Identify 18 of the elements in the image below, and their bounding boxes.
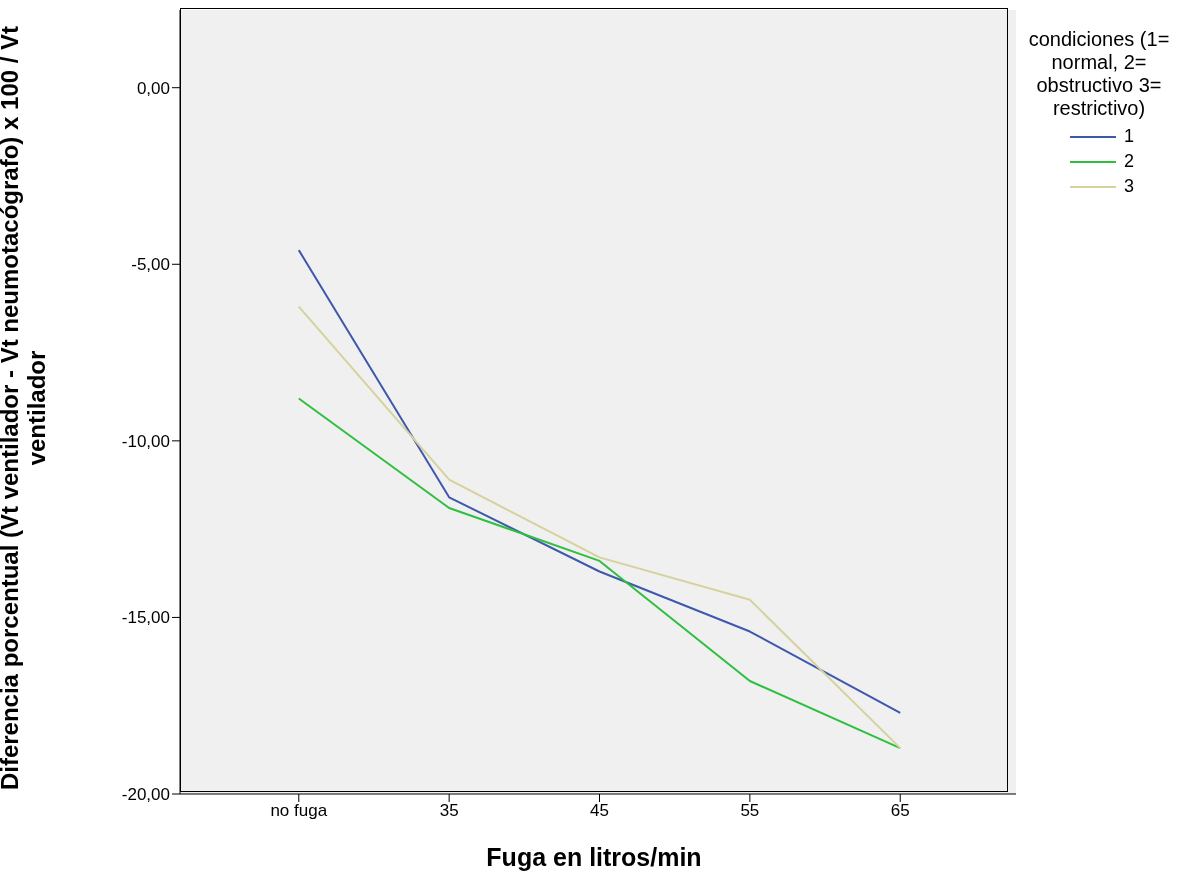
- x-tick-label: 35: [439, 801, 459, 821]
- y-tick-label: -15,00: [121, 608, 170, 628]
- y-tick-label: -5,00: [131, 255, 170, 275]
- x-axis-title: Fuga en litros/min: [485, 843, 703, 872]
- legend-label: 3: [1124, 176, 1135, 197]
- legend-label: 1: [1124, 126, 1135, 147]
- y-tick-label: 0,00: [136, 78, 170, 98]
- legend-label: 2: [1124, 151, 1135, 172]
- legend-title: condiciones (1= normal, 2= obstructivo 3= restrictivo): [1027, 28, 1171, 120]
- line-series: [297, 249, 902, 714]
- y-axis-title: Diferencia porcentual (Vt ventilador - Vt neumotacógrafo) x 100 / Vt ventilador: [0, 24, 51, 793]
- x-tick-label: 45: [590, 801, 609, 821]
- x-tick-label: no fuga: [270, 801, 328, 821]
- line-series: [297, 305, 902, 750]
- y-tick-label: -10,00: [121, 431, 170, 451]
- x-tick-label: 55: [740, 801, 760, 821]
- x-tick-label: 65: [890, 801, 910, 821]
- y-tick-label: -20,00: [121, 785, 170, 805]
